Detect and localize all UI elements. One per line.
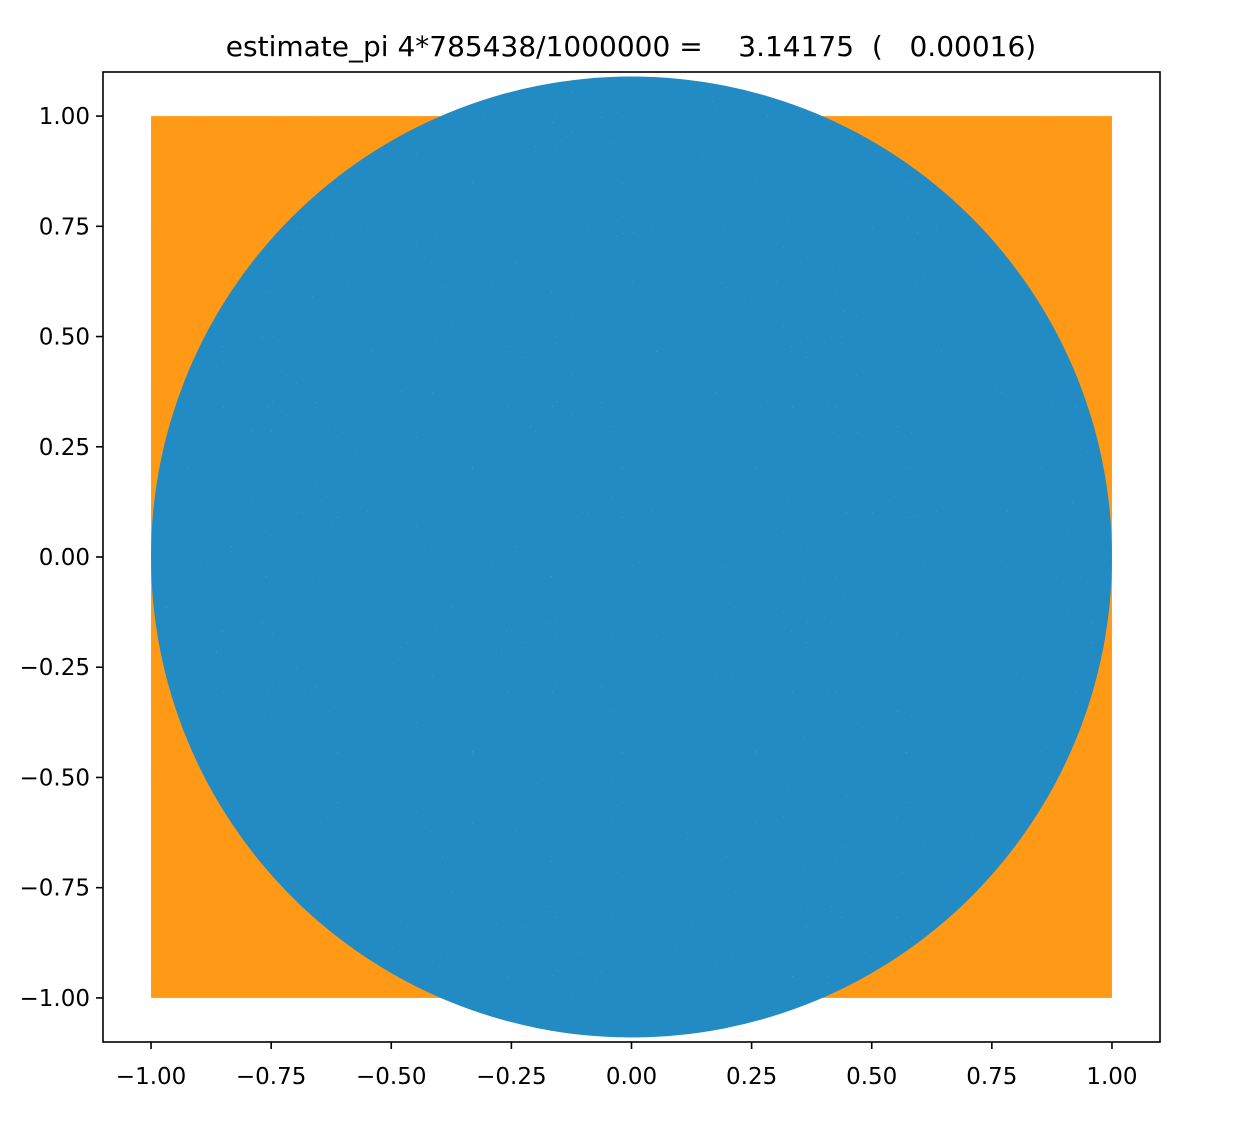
x-tick-label: −0.50 xyxy=(356,1064,426,1090)
y-tick-label: 0.00 xyxy=(39,545,90,571)
y-tick-label: 0.25 xyxy=(39,435,90,461)
y-tick-label: −0.25 xyxy=(20,655,90,681)
y-tick-label: 0.50 xyxy=(39,325,90,351)
y-tick-label: 1.00 xyxy=(39,104,90,130)
x-tick-label: 0.00 xyxy=(606,1064,657,1090)
y-tick-label: −0.75 xyxy=(20,876,90,902)
inside-points-region xyxy=(151,76,1112,1038)
x-tick-label: −0.75 xyxy=(236,1064,306,1090)
plot-area xyxy=(151,76,1112,1038)
y-tick-label: 0.75 xyxy=(39,214,90,240)
chart-title: estimate_pi 4*785438/1000000 = 3.14175 (… xyxy=(226,30,1036,63)
x-tick-label: 0.25 xyxy=(726,1064,777,1090)
y-axis: 1.00 0.75 0.50 0.25 0.00 −0.25 −0.50 −0.75 −1.00 xyxy=(20,104,103,1012)
x-tick-label: 1.00 xyxy=(1086,1064,1137,1090)
x-tick-label: −0.25 xyxy=(476,1064,546,1090)
y-tick-label: −1.00 xyxy=(20,986,90,1012)
x-tick-label: 0.50 xyxy=(846,1064,897,1090)
x-tick-label: −1.00 xyxy=(116,1064,186,1090)
x-axis: −1.00 −0.75 −0.50 −0.25 0.00 0.25 0.50 0.75 1.00 xyxy=(116,1042,1138,1090)
y-tick-label: −0.50 xyxy=(20,765,90,791)
x-tick-label: 0.75 xyxy=(966,1064,1017,1090)
